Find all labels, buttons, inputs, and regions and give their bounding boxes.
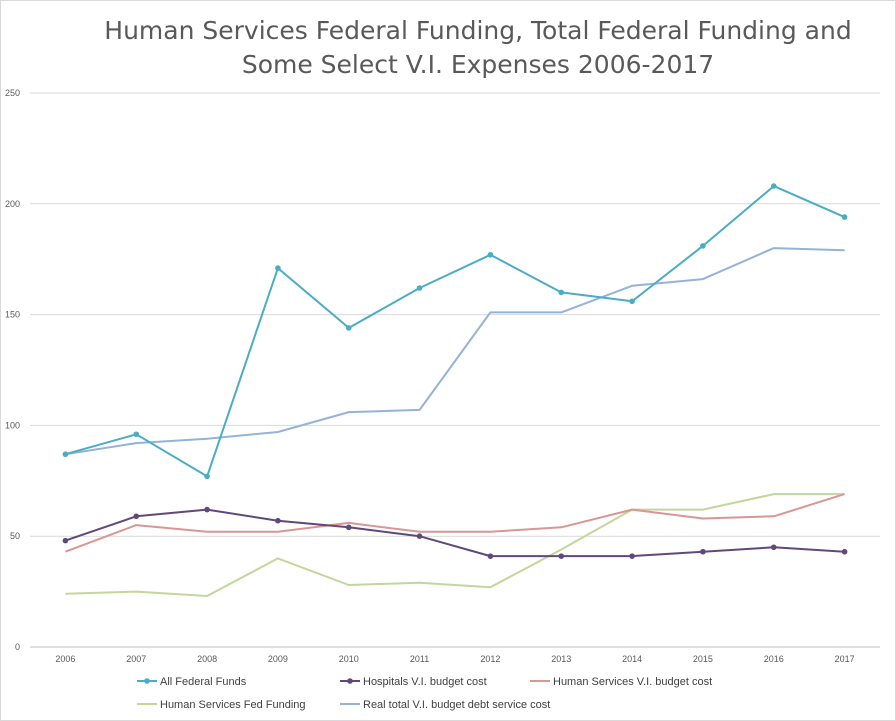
data-point (133, 431, 140, 438)
x-tick-label: 2016 (764, 654, 784, 664)
data-point (133, 513, 140, 520)
data-point (275, 517, 281, 524)
data-point (204, 506, 210, 513)
chart-title: Human Services Federal Funding, Total Fe… (0, 14, 896, 82)
data-point (62, 537, 69, 544)
x-tick-label: 2011 (410, 654, 429, 664)
data-point (770, 544, 777, 551)
legend-marker-1 (347, 678, 353, 684)
data-point (416, 285, 423, 291)
chart-title-line-2: Some Select V.I. Expenses 2006-2017 (241, 50, 715, 79)
x-tick-label: 2006 (55, 654, 75, 664)
y-tick-label: 200 (5, 199, 20, 209)
data-point (700, 548, 706, 555)
y-tick-label: 250 (5, 88, 20, 98)
legend-label-4: Real total V.I. budget debt service cost (363, 699, 550, 711)
legend-marker-0 (144, 678, 150, 684)
x-tick-label: 2010 (339, 654, 359, 664)
legend-label-1: Hospitals V.I. budget cost (363, 676, 487, 688)
x-tick-label: 2015 (693, 654, 713, 664)
series-line-3 (65, 493, 845, 597)
x-tick-label: 2013 (551, 654, 571, 664)
series-line-4 (65, 247, 845, 456)
legend-label-0: All Federal Funds (160, 676, 247, 688)
y-tick-label: 0 (15, 642, 20, 652)
chart-title-line-1: Human Services Federal Funding, Total Fe… (104, 16, 852, 45)
data-point (204, 473, 210, 480)
data-point (629, 553, 635, 559)
data-point (700, 243, 706, 249)
y-tick-label: 50 (10, 531, 20, 541)
x-tick-label: 2014 (622, 654, 642, 664)
x-tick-label: 2017 (835, 654, 855, 664)
data-point (770, 183, 777, 189)
y-tick-label: 100 (5, 420, 20, 430)
x-tick-label: 2009 (268, 654, 288, 664)
legend-label-3: Human Services Fed Funding (160, 699, 306, 711)
data-point (487, 251, 494, 258)
data-point (487, 553, 494, 559)
data-point (558, 553, 565, 559)
data-point (558, 289, 565, 296)
y-tick-label: 150 (5, 310, 20, 320)
data-point (416, 533, 423, 539)
data-point (841, 548, 848, 555)
data-point (345, 325, 352, 331)
data-point (841, 214, 848, 220)
series-line-0 (65, 185, 846, 478)
data-point (345, 524, 352, 531)
legend-label-2: Human Services V.I. budget cost (553, 676, 712, 688)
data-point (62, 451, 69, 458)
series-line-2 (65, 493, 845, 553)
series-line-1 (65, 508, 845, 558)
x-tick-label: 2007 (126, 654, 146, 664)
x-tick-label: 2012 (480, 654, 500, 664)
data-point (629, 298, 635, 305)
data-point (275, 265, 281, 271)
x-tick-label: 2008 (197, 654, 217, 664)
